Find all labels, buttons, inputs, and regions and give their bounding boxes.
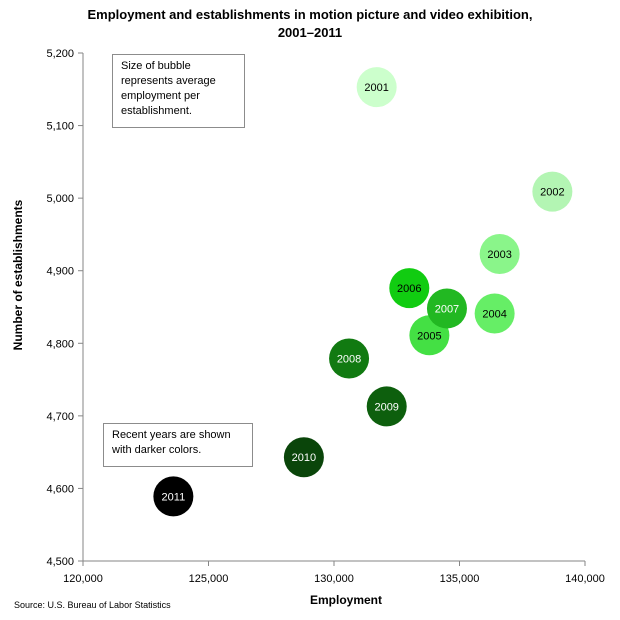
y-tick-label: 4,800 [46,338,74,350]
bubble-circle [356,67,397,108]
bubble-circle [366,386,407,427]
y-axis-label: Number of establishments [11,199,25,350]
bubble-2009: 2009 [366,386,407,427]
bubble-circle [329,338,370,379]
bubble-circle [474,293,515,334]
axes: 4,500 4,600 4,700 4,800 4,900 5,000 5,100 5,200… [46,48,604,585]
bubble-2006: 2006 [389,268,430,309]
bubble-2011: 2011 [153,476,194,517]
chart-title: Employment and establishments in motion … [0,6,620,42]
bubble-circle [532,171,573,212]
bubble-label: 2004 [482,309,506,321]
bubble-label: 2006 [397,283,421,295]
x-axis-label: Employment [310,593,382,607]
bubble-label: 2008 [337,354,361,366]
bubbles: 2001 2002 2003 2004 2005 2006 2007 2008 2009 2010… [153,67,573,517]
bubble-2002: 2002 [532,171,573,212]
source-note: Source: U.S. Bureau of Labor Statistics [14,600,171,610]
color-note: Recent years are shown with darker color… [103,423,253,467]
bubble-2010: 2010 [283,437,324,478]
bubble-2001: 2001 [356,67,397,108]
bubble-size-note: Size of bubble represents average employ… [112,54,245,128]
y-tick-label: 4,500 [46,556,74,568]
bubble-label: 2009 [374,401,398,413]
bubble-label: 2001 [364,82,388,94]
y-tick-label: 4,700 [46,411,74,423]
bubble-label: 2005 [417,330,441,342]
x-tick-label: 140,000 [565,573,605,585]
bubble-label: 2003 [487,249,511,261]
bubble-circle [479,234,520,275]
bubble-2008: 2008 [329,338,370,379]
bubble-circle [283,437,324,478]
bubble-2004: 2004 [474,293,515,334]
bubble-circle [153,476,194,517]
x-tick-label: 120,000 [63,573,103,585]
bubble-2003: 2003 [479,234,520,275]
bubble-circle [389,268,430,309]
y-tick-label: 5,100 [46,121,74,133]
bubble-label: 2002 [540,187,564,199]
bubble-label: 2010 [292,452,316,464]
x-tick-label: 130,000 [314,573,354,585]
y-tick-label: 4,600 [46,483,74,495]
y-tick-label: 5,200 [46,48,74,60]
chart-title-line2: 2001–2011 [277,25,343,40]
y-tick-label: 5,000 [46,193,74,205]
bubble-label: 2007 [435,303,459,315]
bubble-circle [426,288,467,329]
x-tick-label: 135,000 [440,573,480,585]
bubble-2007: 2007 [426,288,467,329]
y-tick-label: 4,900 [46,266,74,278]
bubble-label: 2011 [162,491,186,503]
chart-title-line1: Employment and establishments in motion … [87,7,533,22]
x-tick-label: 125,000 [189,573,229,585]
